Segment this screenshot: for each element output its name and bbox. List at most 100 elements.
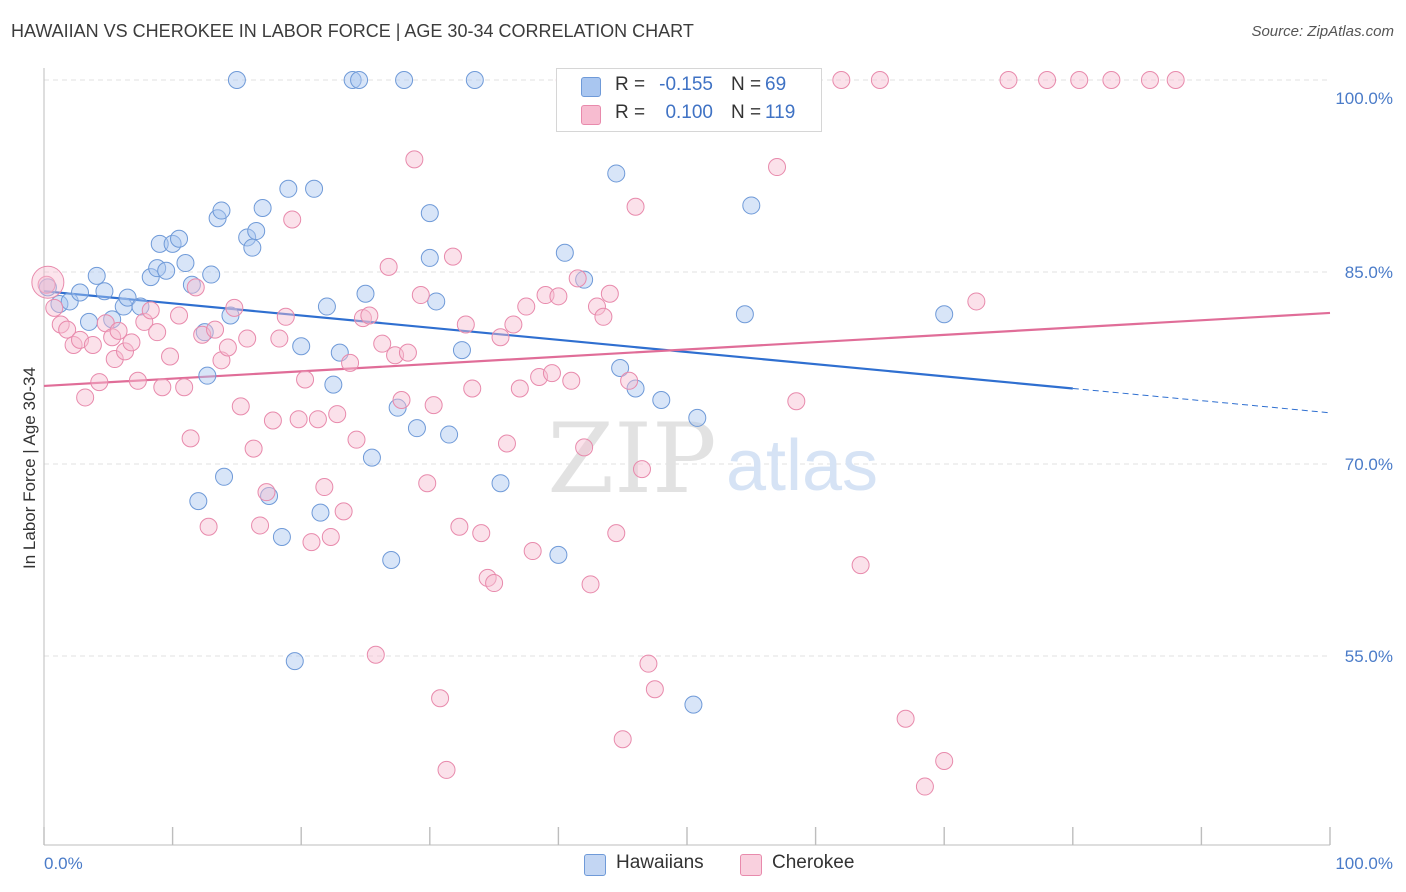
point-cherokee bbox=[270, 329, 289, 348]
point-hawaiians bbox=[292, 337, 311, 356]
legend-swatch-cherokee bbox=[740, 854, 762, 876]
point-cherokee bbox=[431, 689, 450, 708]
point-cherokee bbox=[148, 323, 167, 342]
point-cherokee bbox=[632, 460, 651, 479]
point-cherokee bbox=[360, 306, 379, 325]
point-cherokee bbox=[231, 397, 250, 416]
y-tick-label: 85.0% bbox=[1345, 263, 1393, 282]
tick-labels: 55.0% 70.0% 85.0% 100.0% 0.0% 100.0% bbox=[44, 89, 1393, 873]
point-hawaiians bbox=[272, 527, 291, 546]
trend-extension-hawaiians bbox=[1072, 387, 1331, 414]
point-cherokee bbox=[341, 353, 360, 372]
point-cherokee bbox=[542, 364, 561, 383]
data-points bbox=[31, 71, 1185, 796]
point-cherokee bbox=[128, 371, 147, 390]
point-cherokee bbox=[523, 542, 542, 561]
point-cherokee bbox=[321, 527, 340, 546]
point-cherokee bbox=[491, 328, 510, 347]
point-hawaiians bbox=[684, 695, 703, 714]
point-cherokee bbox=[607, 524, 626, 543]
point-hawaiians bbox=[607, 164, 626, 183]
point-cherokee bbox=[103, 328, 122, 347]
chart-title: HAWAIIAN VS CHEROKEE IN LABOR FORCE | AG… bbox=[11, 21, 694, 41]
point-cherokee bbox=[1038, 71, 1057, 89]
point-hawaiians bbox=[935, 305, 954, 324]
point-cherokee bbox=[373, 334, 392, 353]
point-cherokee bbox=[405, 150, 424, 169]
point-cherokee bbox=[141, 301, 160, 320]
point-hawaiians bbox=[611, 359, 630, 377]
point-cherokee bbox=[787, 392, 806, 411]
point-cherokee bbox=[170, 306, 189, 325]
point-cherokee bbox=[116, 342, 135, 361]
source-label: Source: ZipAtlas.com bbox=[1251, 23, 1394, 40]
point-cherokee bbox=[296, 370, 315, 389]
point-hawaiians bbox=[157, 261, 176, 280]
point-hawaiians bbox=[688, 408, 707, 427]
point-hawaiians bbox=[491, 474, 510, 493]
axes bbox=[43, 68, 1331, 846]
point-cherokee bbox=[1102, 71, 1121, 89]
point-hawaiians bbox=[575, 270, 594, 289]
point-cherokee bbox=[510, 379, 529, 398]
legend-swatch-hawaiians bbox=[584, 854, 606, 876]
point-cherokee bbox=[379, 257, 398, 276]
point-cherokee bbox=[347, 430, 366, 449]
point-cherokee bbox=[485, 574, 504, 593]
point-cherokee bbox=[76, 388, 95, 407]
point-cherokee bbox=[443, 247, 462, 266]
point-cherokee bbox=[105, 350, 124, 369]
legend-swatch-cherokee bbox=[581, 105, 601, 125]
point-cherokee bbox=[302, 533, 321, 552]
gridlines bbox=[44, 79, 1330, 657]
point-hawaiians bbox=[420, 248, 439, 267]
legend-swatch-hawaiians bbox=[581, 77, 601, 97]
point-hawaiians bbox=[60, 292, 79, 311]
point-cherokee bbox=[645, 680, 664, 699]
n-value: 69 bbox=[765, 74, 787, 95]
point-hawaiians bbox=[395, 71, 414, 89]
point-cherokee bbox=[418, 474, 437, 493]
y-axis-title: In Labor Force | Age 30-34 bbox=[20, 367, 39, 569]
point-cherokee bbox=[851, 556, 870, 575]
point-cherokee bbox=[328, 405, 347, 424]
point-hawaiians bbox=[198, 366, 217, 385]
point-cherokee bbox=[122, 333, 141, 352]
point-hawaiians bbox=[356, 284, 375, 303]
point-cherokee bbox=[135, 312, 154, 331]
point-cherokee bbox=[639, 654, 658, 673]
legend-row-hawaiians: R = -0.155 N = 69 bbox=[557, 71, 821, 101]
point-cherokee bbox=[568, 269, 587, 288]
point-hawaiians bbox=[626, 379, 645, 398]
point-hawaiians bbox=[350, 71, 369, 89]
watermark-atlas: atlas bbox=[726, 426, 878, 506]
point-cherokee bbox=[315, 478, 334, 497]
point-cherokee bbox=[437, 760, 456, 779]
point-cherokee bbox=[251, 516, 270, 535]
point-hawaiians bbox=[176, 254, 195, 273]
y-tick-label: 100.0% bbox=[1335, 89, 1393, 108]
trend-lines bbox=[43, 290, 1331, 414]
point-cherokee bbox=[594, 307, 613, 326]
point-cherokee bbox=[497, 434, 516, 453]
point-cherokee bbox=[600, 284, 619, 303]
point-hawaiians bbox=[362, 448, 381, 467]
point-cherokee bbox=[517, 297, 536, 316]
point-cherokee bbox=[83, 335, 102, 354]
point-hawaiians bbox=[343, 71, 362, 89]
point-cherokee bbox=[1166, 71, 1185, 89]
point-cherokee bbox=[626, 197, 645, 216]
point-hawaiians bbox=[324, 375, 343, 394]
legend-label-hawaiians: Hawaiians bbox=[616, 852, 704, 873]
point-hawaiians bbox=[215, 467, 234, 486]
point-hawaiians bbox=[440, 425, 459, 444]
point-cherokee bbox=[276, 307, 295, 326]
point-hawaiians bbox=[420, 204, 439, 223]
point-cherokee bbox=[620, 371, 639, 390]
point-cherokee bbox=[263, 411, 282, 430]
point-cherokee bbox=[832, 71, 851, 89]
point-cherokee bbox=[283, 210, 302, 229]
point-hawaiians bbox=[305, 179, 324, 198]
y-tick-label: 55.0% bbox=[1345, 647, 1393, 666]
point-cherokee bbox=[206, 320, 225, 339]
